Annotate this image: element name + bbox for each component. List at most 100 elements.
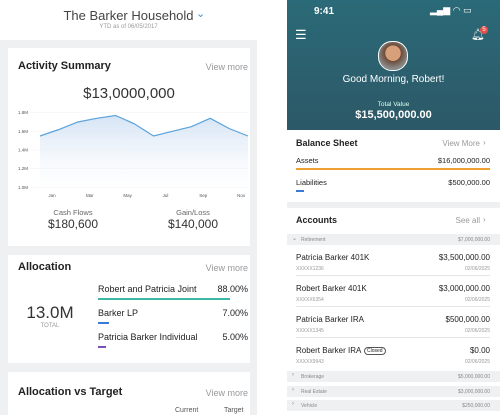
allocation-link[interactable]: View more <box>205 263 248 273</box>
group-row[interactable] <box>287 234 500 245</box>
balance-bar <box>296 190 304 192</box>
group-caret: › <box>292 372 294 378</box>
group-name[interactable]: Retirement <box>301 237 326 243</box>
donut-total: 13.0M <box>26 303 74 322</box>
account-date: 02/06/2025 <box>464 359 490 365</box>
allocation-bar <box>98 346 106 348</box>
balance-name: Assets <box>296 156 319 165</box>
left-header <box>0 0 257 40</box>
balance-card <box>287 130 500 202</box>
allocation-bar <box>98 322 109 324</box>
total-label: Total Value <box>377 101 410 108</box>
target-card <box>8 372 250 415</box>
allocation-pct: 88.00% <box>217 284 248 294</box>
menu-icon[interactable]: ☰ <box>295 27 307 42</box>
allocation-name[interactable]: Robert and Patricia Joint <box>98 284 197 294</box>
allocation-name[interactable]: Patricia Barker Individual <box>98 332 198 342</box>
account-name[interactable]: Robert Barker 401K <box>296 284 367 293</box>
account-name[interactable]: Patricia Barker 401K <box>296 253 370 262</box>
allocation-bar <box>98 298 230 300</box>
y-tick-label: 1.6M <box>18 129 28 134</box>
group-value: $7,000,000.00 <box>458 237 490 243</box>
stat-label: Gain/Loss <box>176 208 210 217</box>
activity-total: $13,0000,000 <box>83 85 175 102</box>
divider <box>296 337 490 338</box>
group-caret: › <box>292 401 294 407</box>
x-tick-label: May <box>123 193 132 198</box>
ytd-label: YTD as of 06/05/2017 <box>99 24 158 30</box>
group-caret: › <box>292 386 294 393</box>
x-tick-label: Jan <box>48 193 56 198</box>
group-row[interactable] <box>287 385 500 397</box>
account-number: XXXXX1236 <box>296 266 324 272</box>
account-value: $0.00 <box>469 346 490 355</box>
status-icons: ▂▄▆ ◠ ▭ <box>430 5 472 15</box>
balance-bar <box>296 168 490 170</box>
greeting: Good Morning, Robert! <box>342 74 445 85</box>
total-value: $15,500,000.00 <box>355 109 432 121</box>
group-name[interactable]: Real Estate <box>301 388 327 395</box>
balance-name: Liabilities <box>296 178 327 187</box>
x-tick-label: Nov <box>237 193 246 198</box>
account-name[interactable]: Robert Barker IRA <box>296 346 362 355</box>
avatar <box>378 41 408 71</box>
gap <box>287 202 500 208</box>
chevron: › <box>483 138 486 147</box>
household-caret[interactable]: ⌄ <box>196 8 206 20</box>
activity-area <box>40 115 248 192</box>
activity-title: Activity Summary <box>18 60 111 72</box>
target-title: Allocation vs Target <box>18 386 123 398</box>
donut-total-label: TOTAL <box>40 323 60 329</box>
divider <box>296 275 490 276</box>
balance-value: $500,000.00 <box>448 178 490 187</box>
account-date: 02/06/2025 <box>464 297 490 303</box>
allocation-name[interactable]: Barker LP <box>98 308 139 318</box>
account-number: XXXXX6354 <box>296 297 324 303</box>
stat-value: $180,600 <box>47 217 99 231</box>
group-row[interactable] <box>287 400 500 411</box>
chevron: › <box>483 215 486 224</box>
allocation-title: Allocation <box>18 261 72 273</box>
account-number: XXXXX1345 <box>296 328 324 334</box>
group-name[interactable]: Vehicle <box>301 403 318 409</box>
column-current: Current <box>175 407 199 414</box>
y-tick-label: 1.0M <box>18 185 28 190</box>
y-tick-label: 1.8M <box>18 110 28 115</box>
allocation-pct: 7.00% <box>222 308 248 318</box>
balance-value: $16,000,000.00 <box>437 156 490 165</box>
accounts-title: Accounts <box>296 215 338 225</box>
group-value: $3,000,000.00 <box>458 388 490 395</box>
closed-tag: Closed <box>364 347 386 355</box>
household-title[interactable]: The Barker Household <box>63 8 194 23</box>
activity-line <box>39 114 249 137</box>
allocation-card <box>8 255 250 363</box>
group-row[interactable] <box>287 371 500 382</box>
x-tick-label: Sep <box>199 193 208 198</box>
column-target: Target <box>224 407 244 414</box>
account-name[interactable]: Patricia Barker IRA <box>296 315 365 324</box>
account-value: $500,000.00 <box>445 315 491 324</box>
account-value: $3,500,000.00 <box>438 253 490 262</box>
account-date: 02/06/2025 <box>464 328 490 334</box>
account-value: $3,000,000.00 <box>438 284 490 293</box>
group-caret: ⌄ <box>292 236 298 242</box>
y-tick-label: 1.4M <box>18 148 28 153</box>
balance-link[interactable]: View More <box>442 139 480 148</box>
stat-value: $140,000 <box>167 217 219 231</box>
group-value: $5,000,000.00 <box>458 374 490 380</box>
accounts-link[interactable]: See all <box>455 216 480 225</box>
account-date: 02/06/2025 <box>464 266 490 272</box>
status-time: 9:41 <box>314 6 335 17</box>
y-tick-label: 1.2M <box>18 166 28 171</box>
activity-link[interactable]: View more <box>205 62 248 72</box>
allocation-pct: 5.00% <box>222 332 248 342</box>
account-number: XXXXX9943 <box>296 359 324 365</box>
x-tick-label: Jul <box>163 193 169 198</box>
activity-chart: 1.8M 1.6M 1.4M 1.2M 1.0M Jan Mar May Jul Sep Nov <box>15 110 249 356</box>
stat-label: Cash Flows <box>53 208 93 217</box>
x-tick-label: Mar <box>86 193 94 198</box>
group-name[interactable]: Brokerage <box>301 374 325 380</box>
divider <box>296 306 490 307</box>
target-link[interactable]: View more <box>205 388 248 398</box>
